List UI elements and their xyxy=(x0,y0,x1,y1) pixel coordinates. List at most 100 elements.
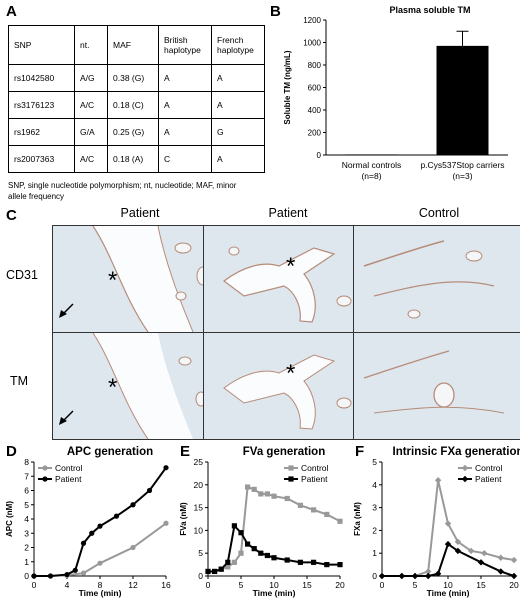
legend-marker xyxy=(288,465,294,471)
table-row: rs2007363 A/C 0.18 (A) C A xyxy=(8,145,265,173)
lumen-asterisk: * xyxy=(286,360,295,387)
x-axis-label: Time (min) xyxy=(427,588,470,598)
row-label-cd31: CD31 xyxy=(6,268,38,282)
chart-fxa-generation: Intrinsic FXa generation FXa (nM) Time (mi… xyxy=(353,446,520,598)
y-tick-label: 200 xyxy=(308,129,322,138)
x-tick-label: 15 xyxy=(476,580,486,590)
table-cell: 0.18 (C) xyxy=(107,91,159,119)
series-line xyxy=(382,480,515,577)
data-point xyxy=(130,502,136,508)
column-label-patient-2: Patient xyxy=(268,206,308,220)
data-point xyxy=(97,560,103,566)
micrograph-cd31-patient-2: * xyxy=(203,225,371,333)
chart-title: Intrinsic FXa generation xyxy=(393,446,520,458)
data-point xyxy=(337,518,343,524)
data-point xyxy=(378,572,386,580)
data-point xyxy=(225,564,231,570)
data-point xyxy=(225,559,231,565)
data-point xyxy=(398,572,405,580)
x-tick-label: 5 xyxy=(413,580,418,590)
data-point xyxy=(31,573,37,579)
table-cell: C xyxy=(158,145,212,173)
x-tick-label: 0 xyxy=(32,580,37,590)
y-tick-label: 0 xyxy=(372,571,377,581)
y-tick-label: 600 xyxy=(308,84,322,93)
data-point xyxy=(477,559,485,566)
table-cell: A xyxy=(158,64,212,92)
data-point xyxy=(297,502,303,508)
y-tick-label: 1000 xyxy=(303,39,321,48)
table-cell: G/A xyxy=(74,118,108,146)
data-point xyxy=(324,562,330,568)
y-tick-label: 8 xyxy=(24,457,29,467)
data-point xyxy=(271,555,277,561)
panel-letter-e: E xyxy=(180,443,191,460)
panel-letter-f: F xyxy=(355,443,365,460)
y-tick-label: 0 xyxy=(24,571,29,581)
bar xyxy=(436,45,489,155)
y-tick-label: 1 xyxy=(24,557,29,567)
y-axis-label: FXa (nM) xyxy=(353,502,362,536)
table-cell: A xyxy=(211,145,265,173)
data-point xyxy=(425,568,432,575)
data-point xyxy=(245,484,251,490)
table-row: rs1962 G/A 0.25 (G) A G xyxy=(8,118,265,146)
data-point xyxy=(264,491,270,497)
chart-title: Plasma soluble TM xyxy=(389,5,470,15)
x-tick-label: p.Cys537Stop carriers xyxy=(420,160,504,170)
data-point xyxy=(97,523,103,529)
data-point xyxy=(64,571,70,578)
row-label-tm: TM xyxy=(10,374,29,388)
data-point xyxy=(72,567,78,573)
data-point xyxy=(337,562,343,568)
table-cell: rs1962 xyxy=(8,118,75,146)
y-tick-label: 7 xyxy=(24,471,29,481)
data-point xyxy=(89,530,95,536)
data-point xyxy=(146,487,153,494)
data-point xyxy=(218,566,224,572)
y-tick-label: 6 xyxy=(24,486,29,496)
data-point xyxy=(271,493,277,499)
y-tick-label: 5 xyxy=(372,457,377,467)
legend-marker xyxy=(42,476,48,482)
legend-label: Patient xyxy=(55,474,82,484)
x-tick-label: 12 xyxy=(128,580,138,590)
data-point xyxy=(163,520,169,526)
data-point xyxy=(311,559,317,565)
x-tick-label: Normal controls xyxy=(342,160,402,170)
series-line xyxy=(208,523,340,573)
data-point xyxy=(238,550,244,556)
data-point xyxy=(264,552,270,559)
data-point xyxy=(258,550,264,556)
micrograph-tm-patient-1: * xyxy=(52,332,220,440)
x-tick-label: 20 xyxy=(509,580,519,590)
micrograph-tm-control xyxy=(353,332,520,440)
table-cell: A/C xyxy=(74,91,108,119)
data-point xyxy=(130,544,136,551)
panel-letter-c: C xyxy=(6,207,17,224)
table-header-cell: nt. xyxy=(74,25,108,65)
data-point xyxy=(481,550,488,557)
panel-letter-d: D xyxy=(6,443,17,460)
chart-fva-generation: FVa generation FVa (nM) Time (min) 0 5 10 15 20… xyxy=(179,446,345,598)
bar xyxy=(345,154,398,156)
lumen-asterisk: * xyxy=(108,267,117,294)
x-axis-label: Time (min) xyxy=(79,588,122,598)
table-cell: 0.38 (G) xyxy=(107,64,159,92)
table-cell: A xyxy=(211,91,265,119)
y-axis-label: Soluble TM (ng/mL) xyxy=(283,50,292,125)
table-cell: A/G xyxy=(74,64,108,92)
column-label-patient-1: Patient xyxy=(120,206,160,220)
legend-label: Patient xyxy=(301,474,328,484)
x-tick-label: 4 xyxy=(65,580,70,590)
x-axis-label: Time (min) xyxy=(253,588,296,598)
y-tick-label: 15 xyxy=(194,503,204,513)
legend-label: Control xyxy=(55,463,83,473)
y-tick-label: 5 xyxy=(24,500,29,510)
data-point xyxy=(212,568,218,575)
lumen-asterisk: * xyxy=(286,253,295,280)
y-tick-label: 400 xyxy=(308,106,322,115)
data-point xyxy=(238,530,244,536)
table-header-cell: MAF xyxy=(107,25,159,65)
